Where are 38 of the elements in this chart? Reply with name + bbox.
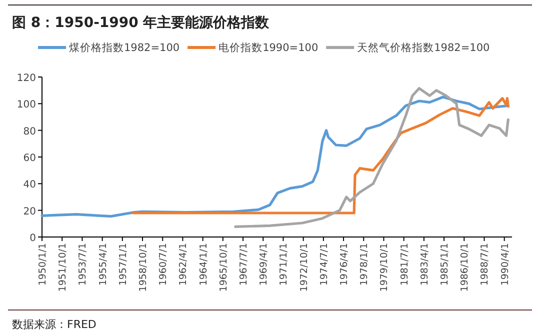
chart-title: 图 8：1950-1990 年主要能源价格指数 — [12, 14, 270, 31]
y-tick-label: 0 — [30, 233, 36, 244]
line-series — [234, 87, 510, 228]
legend-label: 电价指数1990=100 — [218, 41, 318, 54]
y-tick-label: 80 — [23, 126, 36, 138]
x-tick-label: 1960/7/1 — [158, 243, 170, 286]
line-series — [132, 97, 510, 214]
y-tick-label: 120 — [16, 73, 36, 84]
x-tick-label: 1955/4/1 — [98, 243, 109, 286]
x-tick-label: 1986/10/1 — [460, 243, 471, 292]
x-tick-label: 1964/1/1 — [198, 243, 210, 286]
x-tick-label: 1967/7/1 — [238, 243, 250, 286]
source-note: 数据来源：FRED — [12, 318, 96, 331]
x-tick-label: 1979/10/1 — [379, 243, 390, 292]
x-tick-label: 1981/7/1 — [399, 243, 410, 286]
x-tick-label: 1983/4/1 — [419, 243, 430, 286]
x-tick-label: 1951/10/1 — [58, 243, 69, 292]
x-tick-label: 1990/4/1 — [500, 243, 511, 286]
x-tick-label: 1988/7/1 — [480, 243, 491, 286]
x-tick-label: 1962/4/1 — [178, 243, 190, 286]
x-tick-label: 1976/4/1 — [339, 243, 350, 286]
y-tick-label: 20 — [23, 206, 36, 218]
legend-label: 煤价格指数1982=100 — [69, 42, 180, 54]
x-tick-label: 1958/10/1 — [138, 243, 150, 292]
x-tick-label: 1950/1/1 — [38, 243, 48, 286]
x-tick-label: 1972/10/1 — [298, 243, 310, 292]
legend-label: 天然气价格指数1982=100 — [357, 42, 490, 54]
x-tick-label: 1971/1/1 — [278, 243, 290, 286]
x-tick-label: 1953/7/1 — [78, 243, 89, 286]
y-tick-label: 40 — [23, 180, 36, 191]
x-tick-label: 1978/1/1 — [359, 243, 370, 286]
x-tick-label: 1985/1/1 — [440, 243, 451, 286]
x-tick-label: 1965/10/1 — [218, 243, 230, 292]
y-tick-label: 100 — [16, 100, 36, 111]
x-tick-label: 1969/4/1 — [258, 243, 270, 286]
x-tick-label: 1957/1/1 — [118, 243, 129, 286]
x-tick-label: 1974/7/1 — [318, 243, 330, 286]
y-tick-label: 60 — [23, 153, 36, 164]
